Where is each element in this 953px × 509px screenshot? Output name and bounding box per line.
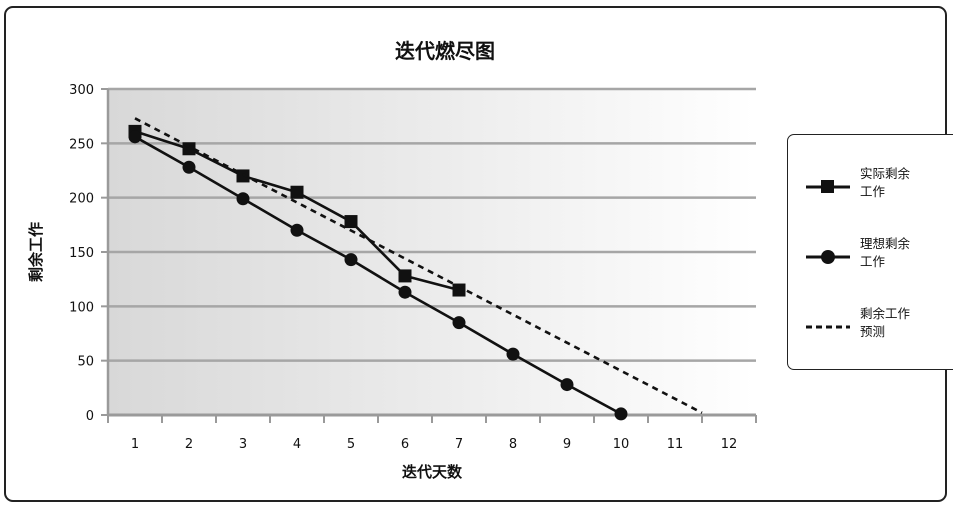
square-marker-line-icon: [806, 180, 850, 193]
data-point-circle: [452, 316, 466, 330]
data-point-square: [452, 283, 466, 297]
y-tick-label: 300: [69, 83, 94, 98]
chart-title: 迭代燃尽图: [395, 39, 495, 63]
circle-marker-line-icon: [806, 250, 850, 264]
dashed-line-icon: [806, 325, 850, 329]
x-tick-label: 4: [293, 437, 301, 452]
legend-label-line2: 工作: [860, 184, 886, 199]
legend-label-line2: 预测: [860, 324, 886, 339]
y-tick-label: 50: [77, 355, 94, 370]
x-tick-label: 9: [563, 437, 571, 452]
x-tick-label: 10: [613, 437, 630, 452]
data-point-square: [236, 169, 250, 183]
data-point-square: [398, 269, 412, 283]
data-point-circle: [560, 378, 574, 392]
y-tick-label: 100: [69, 300, 94, 315]
x-tick-label: 2: [185, 437, 193, 452]
data-point-circle: [128, 130, 142, 144]
legend-label-line2: 工作: [860, 254, 886, 269]
legend: 实际剩余 工作 理想剩余 工作 剩余工作 预测: [787, 134, 953, 370]
data-point-square: [290, 185, 304, 199]
x-tick-label: 7: [455, 437, 463, 452]
legend-label-line1: 剩余工作: [860, 306, 911, 321]
data-point-circle: [182, 160, 196, 174]
y-tick-label: 150: [69, 246, 94, 261]
series-line-2: [134, 117, 703, 414]
legend-label-line1: 实际剩余: [860, 166, 911, 181]
x-axis-label: 迭代天数: [402, 463, 463, 481]
x-tick-label: 8: [509, 437, 517, 452]
y-tick-label: 200: [69, 192, 94, 207]
x-tick-label: 6: [401, 437, 409, 452]
data-point-circle: [344, 253, 358, 267]
x-tick-label: 12: [721, 437, 738, 452]
data-point-circle: [398, 285, 412, 299]
legend-item-actual: 实际剩余 工作: [804, 165, 953, 209]
legend-label-line1: 理想剩余: [860, 236, 911, 251]
legend-item-ideal: 理想剩余 工作: [804, 235, 953, 279]
data-point-square: [344, 215, 358, 229]
x-tick-label: 11: [667, 437, 684, 452]
series: [128, 117, 703, 421]
y-axis-label: 剩余工作: [27, 222, 45, 282]
x-tick-label: 1: [131, 437, 139, 452]
data-point-circle: [506, 347, 520, 361]
series-line-1: [134, 135, 622, 416]
y-tick-label: 250: [69, 137, 94, 152]
data-point-circle: [290, 223, 304, 237]
data-point-circle: [236, 192, 250, 206]
x-tick-label: 5: [347, 437, 355, 452]
x-tick-label: 3: [239, 437, 247, 452]
y-tick-label: 0: [86, 409, 94, 424]
legend-item-forecast: 剩余工作 预测: [804, 305, 953, 349]
data-point-circle: [614, 407, 628, 421]
